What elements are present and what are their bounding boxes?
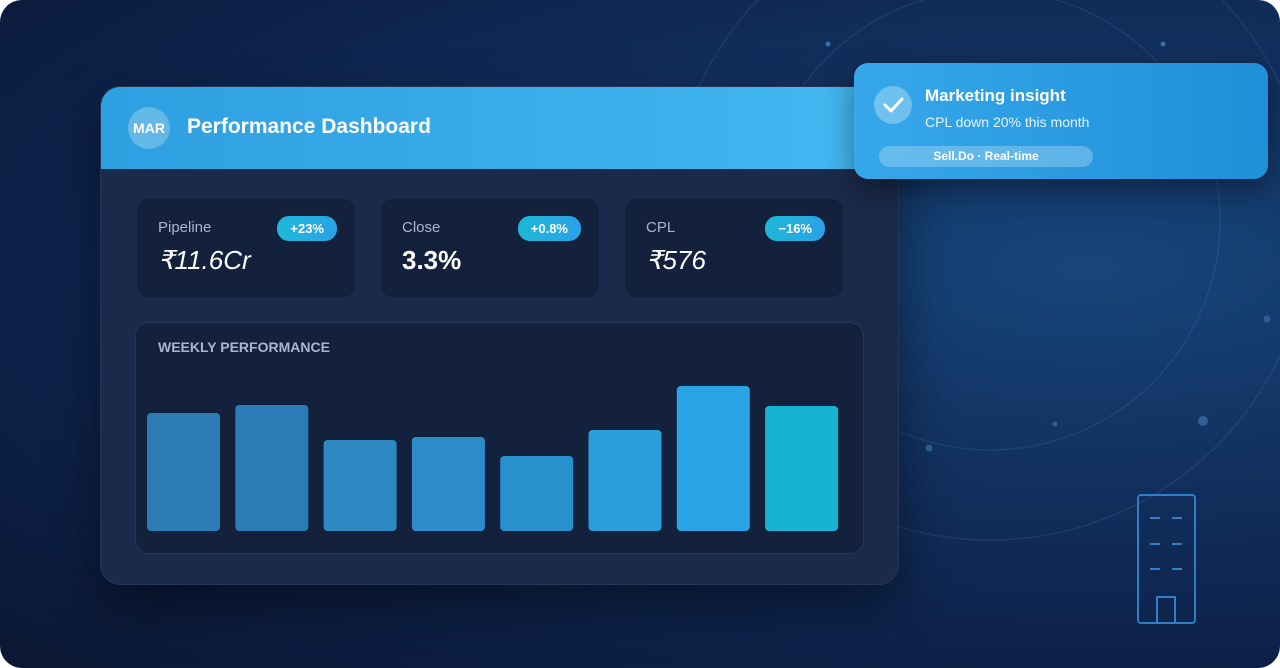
chart (147, 386, 839, 531)
dashboard-card: MAR Performance Dashboard Pipeline ₹11.6C… (100, 86, 899, 585)
bar (500, 456, 574, 531)
notification-tag: Sell.Do · Real-time (879, 146, 1093, 167)
kpi-change: −16% (765, 216, 825, 241)
kpi-value: ₹576 (646, 245, 706, 275)
kpi-label: Pipeline (158, 219, 212, 236)
kpi-card: Close 3.3% +0.8% (381, 199, 599, 297)
month-badge: MAR (128, 107, 170, 149)
kpi-change: +0.8% (517, 216, 581, 241)
kpi-label: CPL (646, 219, 676, 236)
notification-title: Marketing insight (925, 86, 1066, 105)
chart-card: WEEKLY PERFORMANCE (135, 322, 864, 554)
chart-title: WEEKLY PERFORMANCE (158, 339, 330, 355)
kpi-change: +23% (277, 216, 337, 241)
kpi-label: Close (402, 219, 441, 236)
notification-text: CPL down 20% this month (925, 114, 1090, 130)
bar (323, 440, 397, 531)
kpi-value: ₹11.6Cr (158, 245, 251, 275)
bar (147, 413, 220, 531)
bar (765, 406, 839, 531)
bar (411, 437, 485, 531)
kpi-card: CPL ₹576 −16% (625, 199, 843, 297)
bar (235, 405, 309, 531)
kpi-card: Pipeline ₹11.6Cr +23% (137, 199, 355, 297)
bar (588, 430, 662, 531)
notification: Marketing insight CPL down 20% this mont… (854, 63, 1268, 179)
card-header: MAR Performance Dashboard (101, 87, 898, 169)
kpi-value: 3.3% (402, 245, 462, 275)
check-icon (874, 86, 912, 124)
dashboard-title: Performance Dashboard (187, 115, 431, 138)
bar (676, 386, 750, 531)
